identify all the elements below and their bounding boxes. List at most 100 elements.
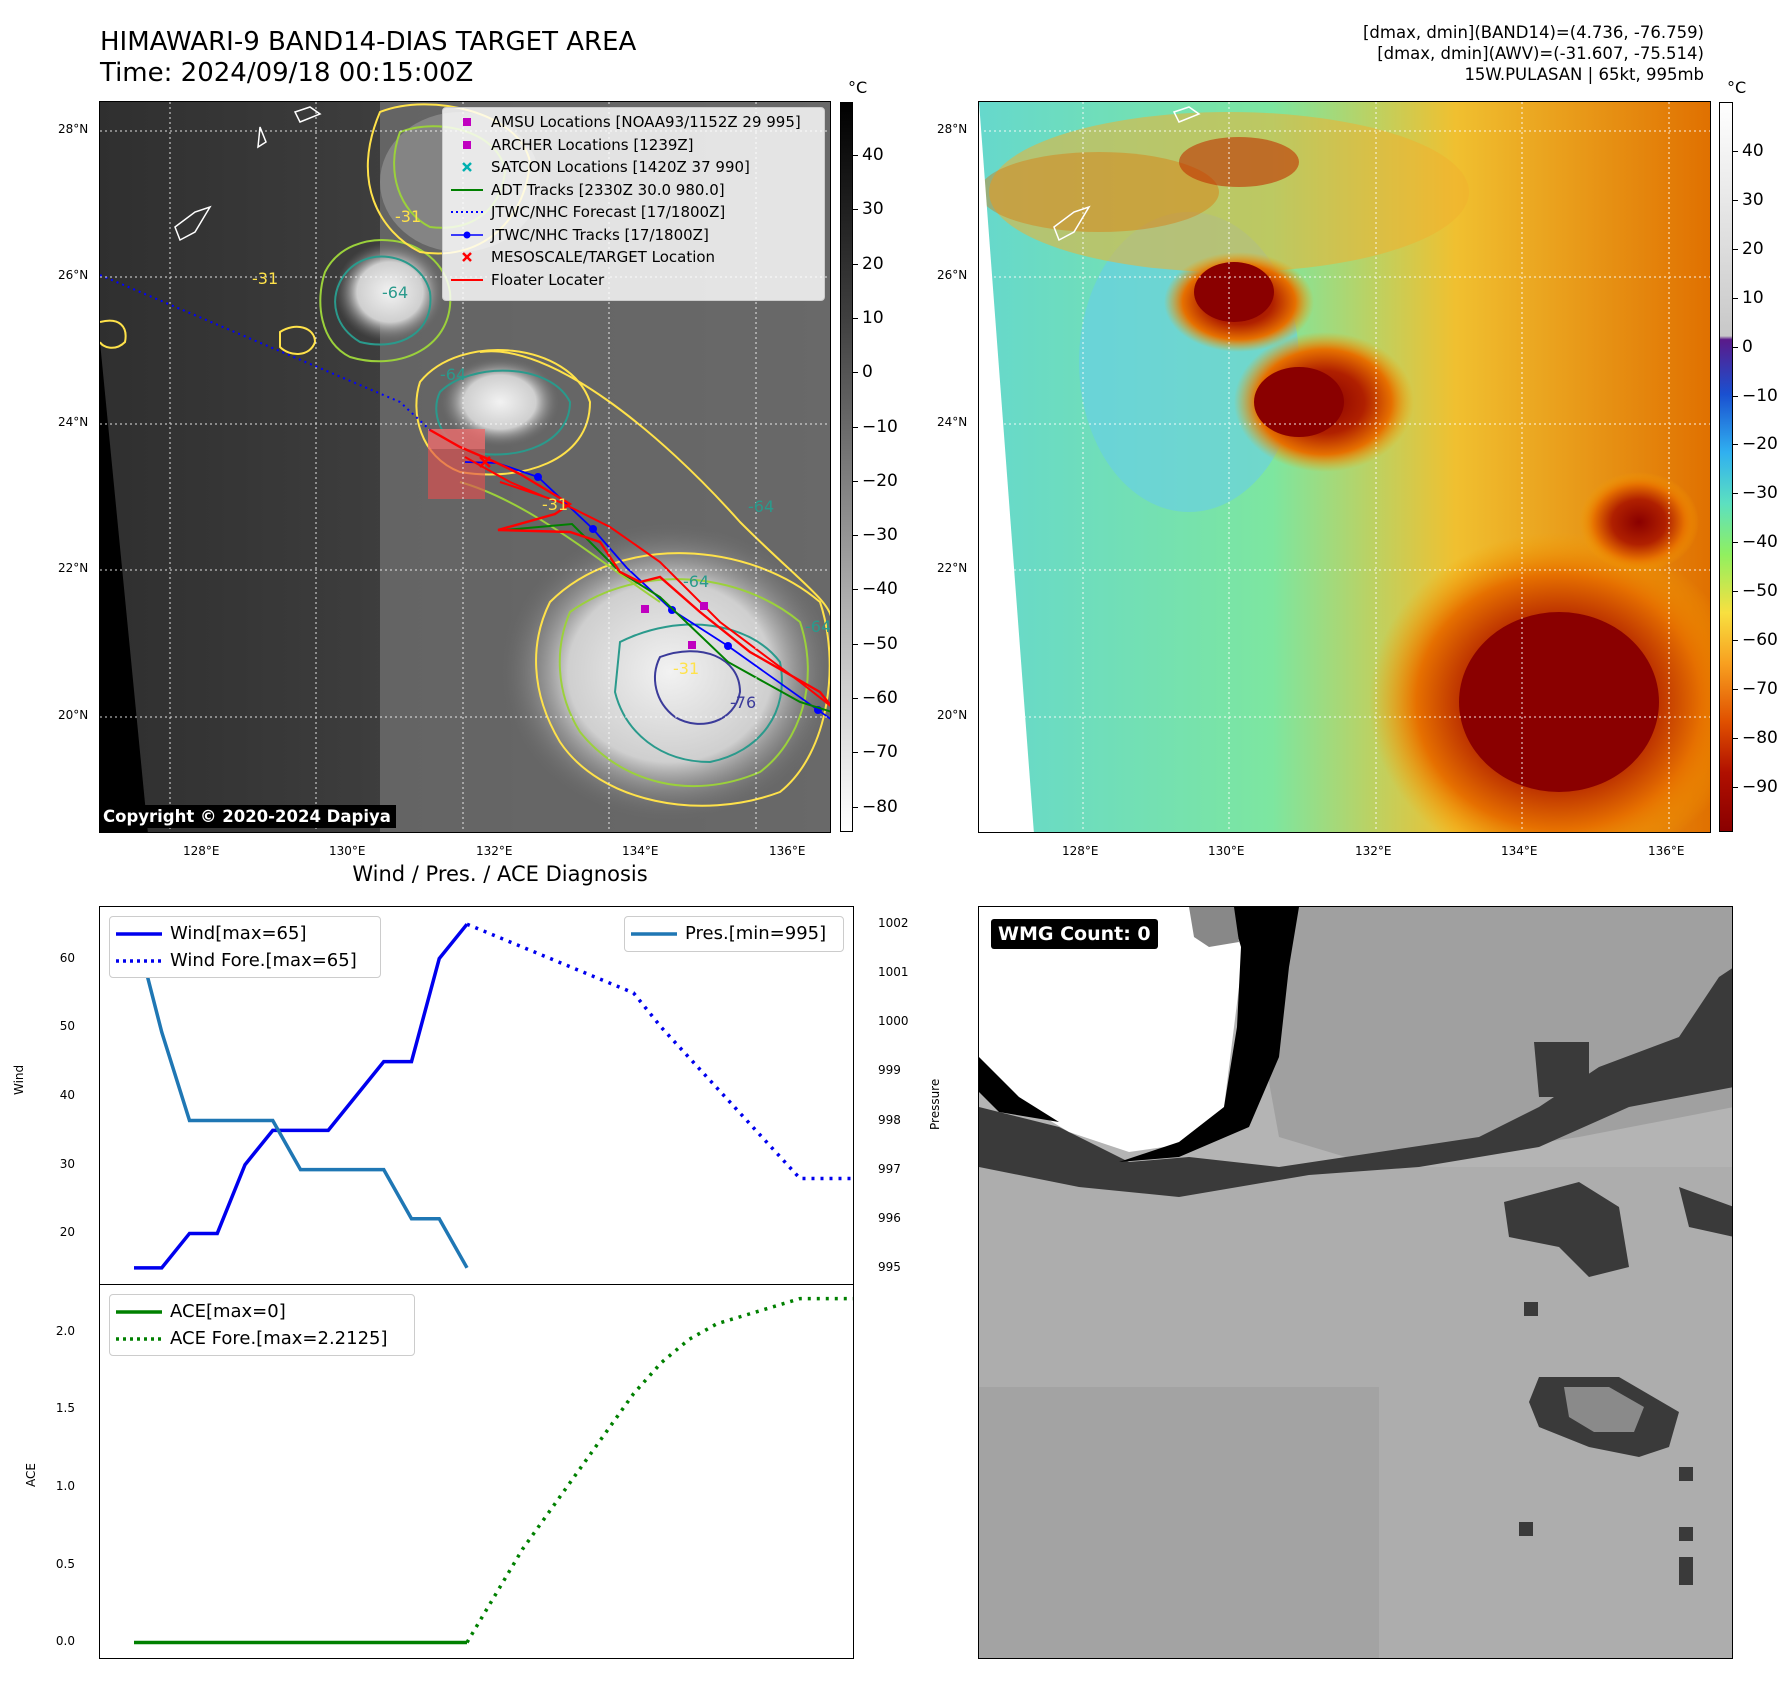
legend-symbol — [449, 249, 485, 265]
copyright-badge: Copyright © 2020-2024 Dapiya — [100, 805, 396, 828]
ytick-label: 995 — [878, 1259, 901, 1274]
wind-legend: Wind[max=65] Wind Fore.[max=65] — [109, 916, 381, 978]
wmg-image — [979, 907, 1732, 1658]
lat-label: 26°N — [937, 268, 968, 282]
legend-label: ADT Tracks [2330Z 30.0 980.0] — [491, 180, 725, 199]
colorbar-tick-mark — [853, 317, 858, 319]
colorbar-tick-mark — [853, 155, 858, 156]
contour-label: -64 — [440, 365, 466, 384]
lat-label: 20°N — [58, 708, 89, 722]
pressure-legend: Pres.[min=995] — [624, 916, 844, 952]
colorbar-tick-mark — [853, 426, 858, 428]
colorbar-left — [840, 102, 853, 832]
colorbar-left-unit: °C — [848, 78, 868, 97]
diagnosis-title: Wind / Pres. / ACE Diagnosis — [352, 862, 648, 886]
lat-label: 28°N — [937, 122, 968, 136]
lat-label: 22°N — [937, 561, 968, 575]
wind-forecast-series-line — [466, 922, 853, 1181]
title-line-2: Time: 2024/09/18 00:15:00Z — [100, 58, 474, 88]
colorbar-tick: −10 — [862, 416, 898, 437]
legend-label: JTWC/NHC Forecast [17/1800Z] — [491, 203, 726, 222]
awv-map-panel — [978, 101, 1711, 833]
colorbar-tick: −50 — [862, 633, 898, 654]
wind-legend-label: Wind[max=65] — [170, 923, 307, 944]
legend-label: ARCHER Locations [1239Z] — [491, 135, 694, 154]
legend-symbol — [449, 182, 485, 198]
colorbar-tick: 20 — [1742, 238, 1764, 259]
ytick-label: 0.5 — [55, 1556, 75, 1571]
legend-symbol — [449, 204, 485, 220]
legend-symbol — [449, 159, 485, 175]
colorbar-tick: −20 — [862, 470, 898, 491]
colorbar-tick: 10 — [1742, 287, 1764, 308]
lat-label: 28°N — [58, 122, 89, 136]
lon-label: 132°E — [1355, 844, 1392, 858]
ytick-label: 997 — [878, 1161, 901, 1176]
colorbar-tick: −60 — [1742, 630, 1778, 650]
legend-symbol — [449, 114, 485, 130]
title-line-1: HIMAWARI-9 BAND14-DIAS TARGET AREA — [100, 27, 637, 57]
wind-pressure-chart: Wind[max=65] Wind Fore.[max=65] Pres.[mi… — [99, 906, 854, 1286]
colorbar-tick-mark — [853, 698, 858, 699]
contour-label: -31 — [395, 207, 421, 226]
colorbar-tick-mark — [853, 209, 858, 211]
ytick-label: 2.0 — [55, 1323, 75, 1338]
legend-item: JTWC/NHC Forecast [17/1800Z] — [449, 201, 824, 224]
colorbar-tick: −30 — [1742, 483, 1778, 504]
legend-symbol — [449, 272, 485, 288]
colorbar-tick: −40 — [1742, 532, 1778, 553]
contour-label: -64 — [683, 572, 709, 591]
ace-chart: ACE[max=0] ACE Fore.[max=2.2125] — [99, 1284, 854, 1659]
lon-label: 130°E — [1208, 844, 1245, 858]
ytick-label: 1000 — [878, 1014, 909, 1029]
colorbar-tick-mark — [853, 643, 858, 645]
ytick-label: 50 — [59, 1019, 75, 1034]
wind-forecast-legend-label: Wind Fore.[max=65] — [170, 950, 357, 971]
wind-series-line — [134, 923, 469, 1270]
lat-label: 24°N — [937, 415, 968, 429]
pressure-ylabel: Pressure — [928, 1078, 942, 1130]
pressure-series-line — [132, 923, 469, 1269]
lat-label: 20°N — [937, 708, 968, 722]
ytick-label: 1001 — [878, 965, 909, 980]
ytick-label: 1.5 — [55, 1401, 75, 1416]
ytick-label: 20 — [59, 1225, 75, 1240]
info-line-1: [dmax, dmin](BAND14)=(4.736, -76.759) — [1362, 23, 1704, 42]
ace-forecast-series-line — [465, 1296, 853, 1644]
colorbar-tick: −80 — [862, 796, 898, 817]
legend-label: SATCON Locations [1420Z 37 990] — [491, 158, 750, 177]
colorbar-tick: 30 — [862, 199, 884, 220]
ytick-label: 1.0 — [55, 1479, 75, 1494]
colorbar-tick-mark — [1733, 444, 1738, 446]
lon-label: 128°E — [1062, 844, 1099, 858]
legend-item: SATCON Locations [1420Z 37 990] — [449, 156, 824, 179]
colorbar-tick: −70 — [1742, 678, 1778, 699]
colorbar-tick: −90 — [1742, 776, 1778, 797]
legend-item: JTWC/NHC Tracks [17/1800Z] — [449, 224, 824, 247]
colorbar-tick-mark — [1733, 591, 1738, 593]
ace-legend: ACE[max=0] ACE Fore.[max=2.2125] — [109, 1294, 415, 1356]
awv-map-image — [979, 102, 1710, 832]
colorbar-tick-mark — [1733, 248, 1738, 250]
contour-label: -31 — [542, 495, 568, 514]
map-legend: AMSU Locations [NOAA93/1152Z 29 995] ARCH… — [442, 107, 825, 301]
legend-symbol — [449, 137, 485, 153]
colorbar-tick-mark — [1733, 395, 1738, 397]
storm-info: [dmax, dmin](BAND14)=(4.736, -76.759) [d… — [1363, 22, 1704, 85]
ace-plot — [134, 1296, 853, 1645]
lon-label: 130°E — [329, 844, 366, 858]
colorbar-tick: −30 — [862, 525, 898, 546]
contour-label: -31 — [252, 269, 278, 288]
legend-label: Floater Locater — [491, 270, 605, 289]
colorbar-tick: 40 — [1742, 141, 1764, 161]
wind-pressure-plot — [132, 922, 853, 1270]
lon-label: 136°E — [769, 844, 806, 858]
lon-label: 136°E — [1648, 844, 1685, 858]
colorbar-tick: 30 — [1742, 189, 1764, 210]
legend-symbol — [449, 227, 485, 243]
ytick-label: 999 — [878, 1063, 901, 1078]
colorbar-tick: −70 — [862, 742, 898, 763]
legend-item: ADT Tracks [2330Z 30.0 980.0] — [449, 179, 824, 202]
ytick-label: 996 — [878, 1210, 901, 1225]
ytick-label: 40 — [59, 1088, 75, 1102]
